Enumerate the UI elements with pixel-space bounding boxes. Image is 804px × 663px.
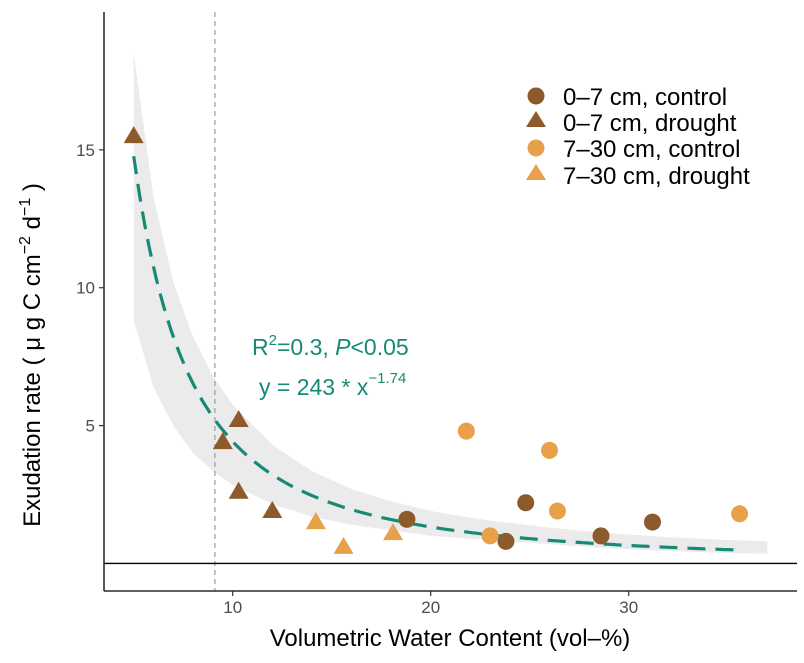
data-point-s0-0 bbox=[398, 510, 416, 528]
data-point-s0-3 bbox=[592, 527, 610, 545]
data-point-s2-2 bbox=[541, 441, 558, 459]
x-tick-label-30: 30 bbox=[619, 598, 638, 617]
r2-annotation: R2=0.3, P<0.05 bbox=[252, 332, 409, 360]
data-point-s1-4 bbox=[262, 501, 283, 519]
axes: 10 20 30 5 10 15 bbox=[76, 12, 797, 617]
data-point-s2-3 bbox=[548, 502, 566, 520]
y-tick-label-15: 15 bbox=[76, 141, 95, 160]
data-point-s2-4 bbox=[731, 505, 749, 523]
data-point-s3-1 bbox=[333, 536, 354, 554]
data-point-s0-2 bbox=[517, 494, 535, 512]
legend-key-shallow-drought bbox=[526, 111, 546, 127]
legend-label-shallow-control: 0–7 cm, control bbox=[563, 84, 727, 111]
data-point-s1-1 bbox=[212, 432, 233, 450]
y-axis-title: Exudation rate ( μ g C cm−2 d−1 ) bbox=[17, 183, 46, 527]
data-point-s3-2 bbox=[383, 523, 404, 541]
fit-curve bbox=[132, 155, 738, 552]
fit-curve-layer bbox=[132, 155, 738, 552]
legend-key-deep-drought bbox=[526, 164, 546, 180]
equation-annotation: y = 243 * x−1.74 bbox=[259, 370, 406, 400]
legend: 0–7 cm, control 0–7 cm, drought 7–30 cm,… bbox=[526, 84, 750, 190]
y-tick-label-10: 10 bbox=[76, 279, 95, 298]
y-tick-label-5: 5 bbox=[86, 417, 95, 436]
data-point-s1-0 bbox=[123, 126, 144, 144]
data-point-s0-4 bbox=[643, 513, 661, 531]
data-point-s2-1 bbox=[481, 527, 499, 545]
legend-label-shallow-drought: 0–7 cm, drought bbox=[563, 110, 737, 137]
x-tick-label-10: 10 bbox=[223, 598, 242, 617]
reference-lines bbox=[104, 12, 797, 591]
legend-label-deep-drought: 7–30 cm, drought bbox=[563, 163, 750, 190]
data-point-s1-2 bbox=[228, 410, 249, 428]
data-point-s0-1 bbox=[497, 532, 515, 550]
legend-label-deep-control: 7–30 cm, control bbox=[563, 136, 740, 163]
data-point-s1-3 bbox=[228, 481, 249, 499]
data-point-s2-0 bbox=[457, 422, 475, 440]
data-points-layer bbox=[123, 126, 749, 554]
data-point-s3-0 bbox=[305, 512, 326, 530]
legend-key-deep-control bbox=[527, 139, 545, 157]
x-axis-title: Volumetric Water Content (vol–%) bbox=[270, 625, 631, 652]
legend-key-shallow-control bbox=[527, 87, 545, 105]
x-tick-label-20: 20 bbox=[421, 598, 440, 617]
